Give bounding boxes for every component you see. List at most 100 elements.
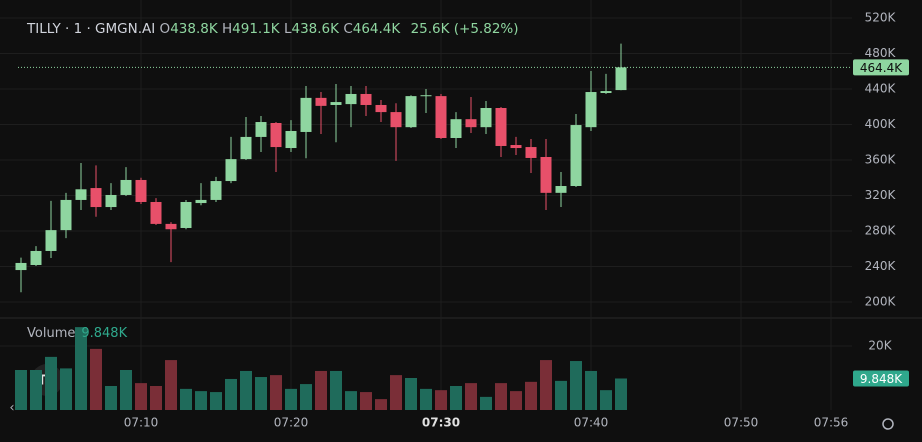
volume-bar <box>450 386 462 410</box>
x-tick-label: 07:10 <box>124 416 159 430</box>
volume-bar <box>165 360 177 410</box>
volume-bar <box>210 392 222 410</box>
candle-body <box>360 93 372 105</box>
volume-bar <box>480 396 492 410</box>
candle-body <box>180 201 192 228</box>
volume-bar <box>75 327 87 410</box>
symbol-title: TILLY · 1 · GMGN.AI <box>27 21 156 37</box>
volume-legend: Volume 9.848K <box>27 326 127 341</box>
volume-bar <box>255 377 267 410</box>
candle-body <box>210 181 222 200</box>
candle-body <box>525 147 537 158</box>
grid <box>0 0 852 410</box>
last-volume-box <box>853 370 909 387</box>
candle-body <box>420 95 432 97</box>
candle-body <box>600 91 612 94</box>
candle-body <box>510 145 522 149</box>
volume-bar <box>120 370 132 410</box>
candle-body <box>585 92 597 128</box>
legend-value: 438.6K <box>291 21 340 37</box>
candle-body <box>390 112 402 128</box>
candle-body <box>120 179 132 195</box>
y-tick-label: 360K <box>865 153 897 167</box>
y-tick-label: 280K <box>865 224 897 238</box>
x-tick-label: 07:20 <box>274 416 309 430</box>
legend-key: L <box>283 21 292 37</box>
volume-bar <box>555 380 567 410</box>
legend-key: H <box>222 21 233 37</box>
y-tick-label: 240K <box>865 259 897 273</box>
candle-body <box>615 67 627 91</box>
volume-bar <box>270 375 282 410</box>
volume-bar <box>360 392 372 410</box>
legend-value: 491.1K <box>232 21 280 37</box>
candle-body <box>75 189 87 200</box>
last-volume-label: 9.848K <box>860 372 903 386</box>
volume-bar <box>60 368 72 410</box>
candle-body <box>240 136 252 160</box>
candle-body <box>300 97 312 132</box>
candle-body <box>60 199 72 231</box>
volume-bar <box>585 370 597 410</box>
volume-bar <box>330 370 342 410</box>
ohlc-legend: O438.8K H491.1K L438.6K C464.4K <box>160 21 405 37</box>
volume-bar <box>240 370 252 410</box>
candle-body <box>285 130 297 149</box>
settings-icon[interactable] <box>882 418 894 430</box>
y-tick-label: 480K <box>865 46 897 60</box>
candle-body <box>540 156 552 193</box>
volume-bar <box>525 381 537 410</box>
volume-tick-label: 20K <box>868 339 892 353</box>
volume-bar <box>315 370 327 410</box>
volume-bar <box>105 386 117 410</box>
volume-bar <box>465 383 477 410</box>
last-price-label: 464.4K <box>860 61 903 75</box>
candle-body <box>15 262 27 271</box>
volume-bar <box>495 383 507 410</box>
candle-body <box>315 97 327 106</box>
candle-body <box>495 108 507 146</box>
candle-body <box>105 194 117 208</box>
volume-bar <box>510 391 522 410</box>
last-price-box <box>853 59 909 76</box>
volume-bar <box>15 370 27 410</box>
candle-body <box>225 159 237 182</box>
y-tick-label: 400K <box>865 117 897 131</box>
candle-body <box>405 96 417 128</box>
candle-body <box>255 122 267 137</box>
legend-value: 438.8K <box>170 21 218 37</box>
volume-bar <box>615 378 627 410</box>
legend-key: C <box>343 21 353 37</box>
candle-body <box>30 250 42 265</box>
volume-bar <box>375 399 387 410</box>
x-tick-label: 07:56 <box>814 416 849 430</box>
volume-bar <box>600 390 612 410</box>
candle-body <box>555 186 567 193</box>
candle-body <box>450 119 462 138</box>
candle-body <box>135 179 147 202</box>
x-tick-label: 07:30 <box>422 416 460 430</box>
volume-bar <box>420 388 432 410</box>
volume-bar <box>45 356 57 410</box>
legend-value: 464.4K <box>352 21 401 37</box>
candle-body <box>150 201 162 224</box>
scroll-left[interactable]: ‹ <box>9 401 14 416</box>
change: 25.6K (+5.82%) <box>410 21 519 37</box>
volume-bar <box>90 348 102 410</box>
volume-bar <box>195 391 207 410</box>
volume-bar <box>435 390 447 410</box>
candle-body <box>195 199 207 204</box>
candle-body <box>270 123 282 148</box>
volume-title: Volume <box>27 326 76 341</box>
volume-bar <box>285 388 297 410</box>
candle-body <box>90 188 102 208</box>
candle-body <box>165 223 177 230</box>
volume-bar <box>540 360 552 410</box>
candle-body <box>330 102 342 105</box>
volume-bar <box>135 383 147 410</box>
volume-bar <box>150 386 162 410</box>
candle-body <box>345 93 357 105</box>
x-tick-label: 07:40 <box>574 416 609 430</box>
y-tick-label: 200K <box>865 295 897 309</box>
legend-header: TILLY · 1 · GMGN.AI O438.8K H491.1K L438… <box>27 21 519 37</box>
